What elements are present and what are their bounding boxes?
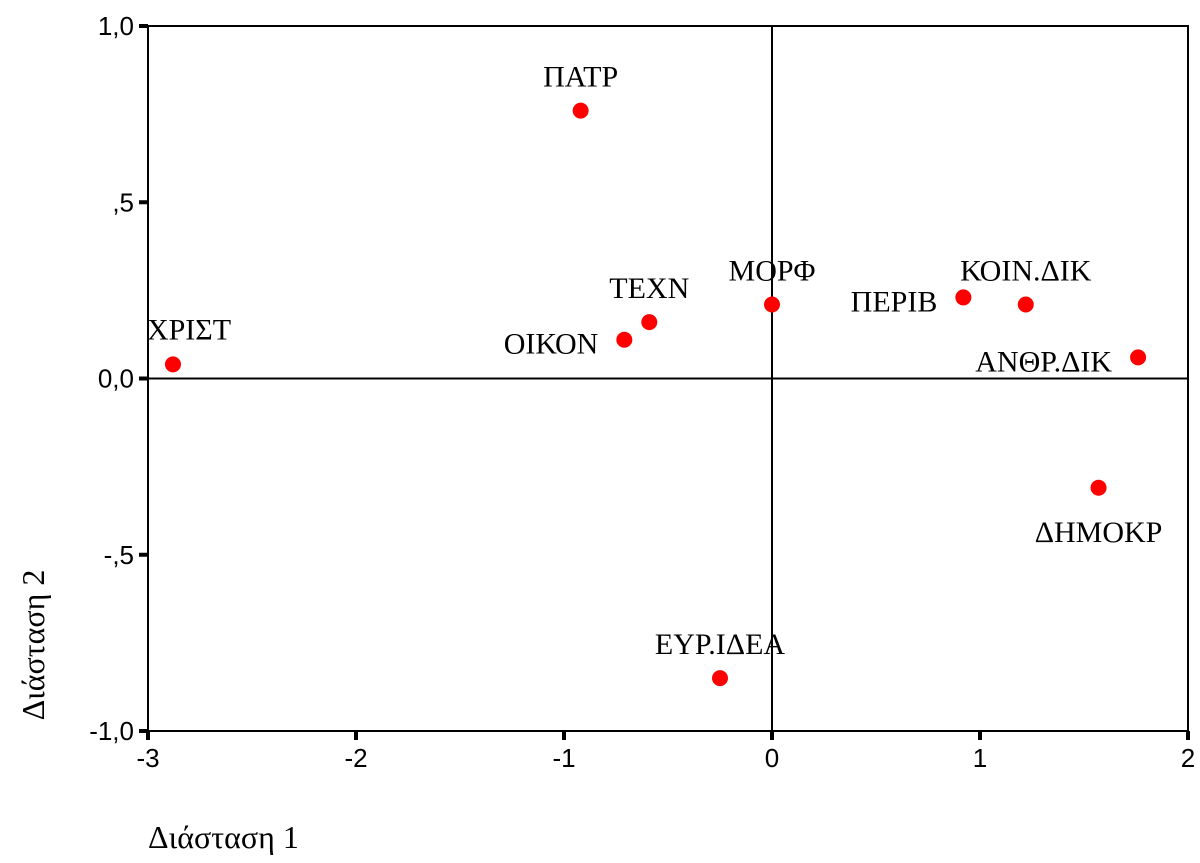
y-tick-label: -1,0 xyxy=(89,716,134,746)
data-point-label: ΕΥΡ.ΙΔΕΑ xyxy=(655,628,785,661)
x-tick-label: -3 xyxy=(136,743,159,773)
x-tick-label: -2 xyxy=(344,743,367,773)
x-tick-label: 0 xyxy=(765,743,779,773)
data-point-label: ΑΝΘΡ.ΔΙΚ xyxy=(975,345,1112,378)
reference-lines xyxy=(148,26,1188,731)
data-point-label: ΟΙΚΟΝ xyxy=(504,328,599,361)
data-point xyxy=(1130,349,1147,366)
y-tick-label: ,5 xyxy=(112,187,134,217)
data-point-label: ΠΕΡΙΒ xyxy=(851,285,938,318)
x-axis-ticks: -3 -2 -1 0 1 2 xyxy=(136,731,1195,773)
data-point-label: ΤΕΧΝ xyxy=(609,272,689,305)
y-tick-label: 1,0 xyxy=(98,11,134,41)
y-tick-label: 0,0 xyxy=(98,364,134,394)
data-point xyxy=(955,289,972,306)
data-point-label: ΠΑΤΡ xyxy=(543,61,618,94)
y-axis-ticks: 1,0 ,5 0,0 -,5 -1,0 xyxy=(89,11,148,746)
data-point-label: ΜΟΡΦ xyxy=(729,254,816,287)
data-point xyxy=(164,356,181,373)
data-point-label: ΧΡΙΣΤ xyxy=(147,313,231,346)
data-point xyxy=(572,102,589,119)
data-points: ΠΑΤΡ ΧΡΙΣΤ ΟΙΚΟΝ ΤΕΧΝ ΜΟΡΦ ΠΕΡΙΒ ΚΟΙΝ.ΔΙΚ ΑΝΘΡ.… xyxy=(147,61,1162,687)
y-tick-label: -,5 xyxy=(104,540,134,570)
data-point xyxy=(1017,296,1034,313)
x-tick-label: -1 xyxy=(552,743,575,773)
data-point-label: ΚΟΙΝ.ΔΙΚ xyxy=(960,254,1092,287)
data-point xyxy=(712,670,728,687)
data-point xyxy=(616,331,633,348)
x-tick-label: 1 xyxy=(973,743,987,773)
data-point xyxy=(641,314,658,331)
y-axis-title: Διάσταση 2 xyxy=(15,570,51,721)
data-point xyxy=(1090,479,1107,496)
x-axis-title: Διάσταση 1 xyxy=(148,819,299,855)
data-point-label: ΔΗΜΟΚΡ xyxy=(1035,516,1163,549)
data-point xyxy=(764,296,780,313)
x-tick-label: 2 xyxy=(1181,743,1195,773)
